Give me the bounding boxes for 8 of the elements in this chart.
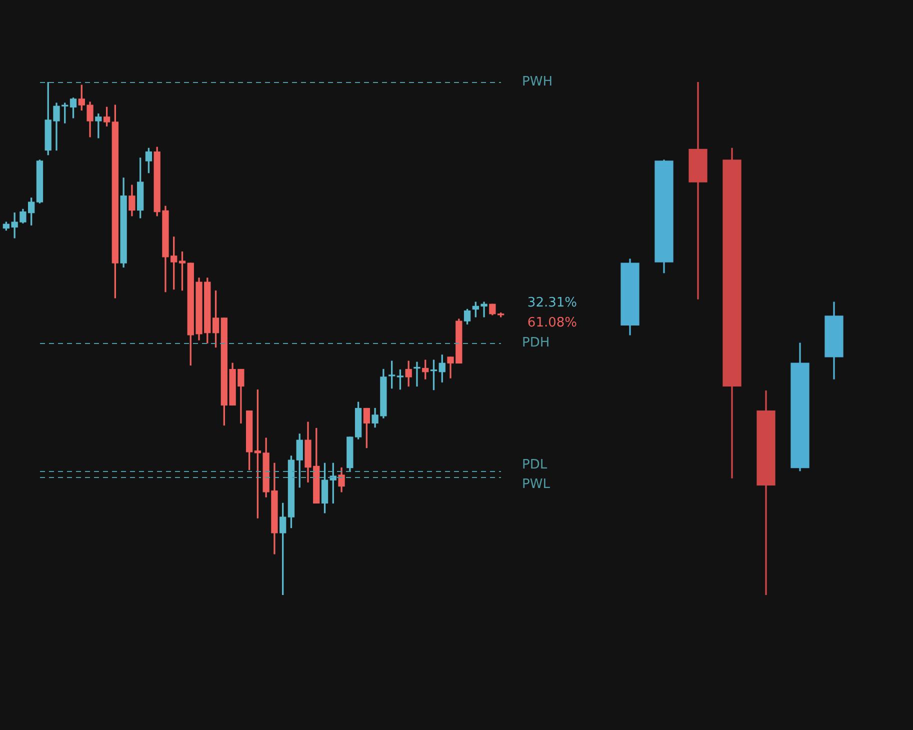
candlestick: [688, 82, 708, 300]
ref-line-label: PDH: [522, 335, 550, 350]
candlestick: [414, 362, 420, 387]
text: 61.08%: [527, 315, 577, 330]
text: 32.31%: [527, 295, 577, 310]
ref-line-label: PDL: [522, 458, 548, 473]
ref-line-label: PWL: [522, 476, 551, 492]
ref-line-label: PWH: [522, 74, 552, 90]
